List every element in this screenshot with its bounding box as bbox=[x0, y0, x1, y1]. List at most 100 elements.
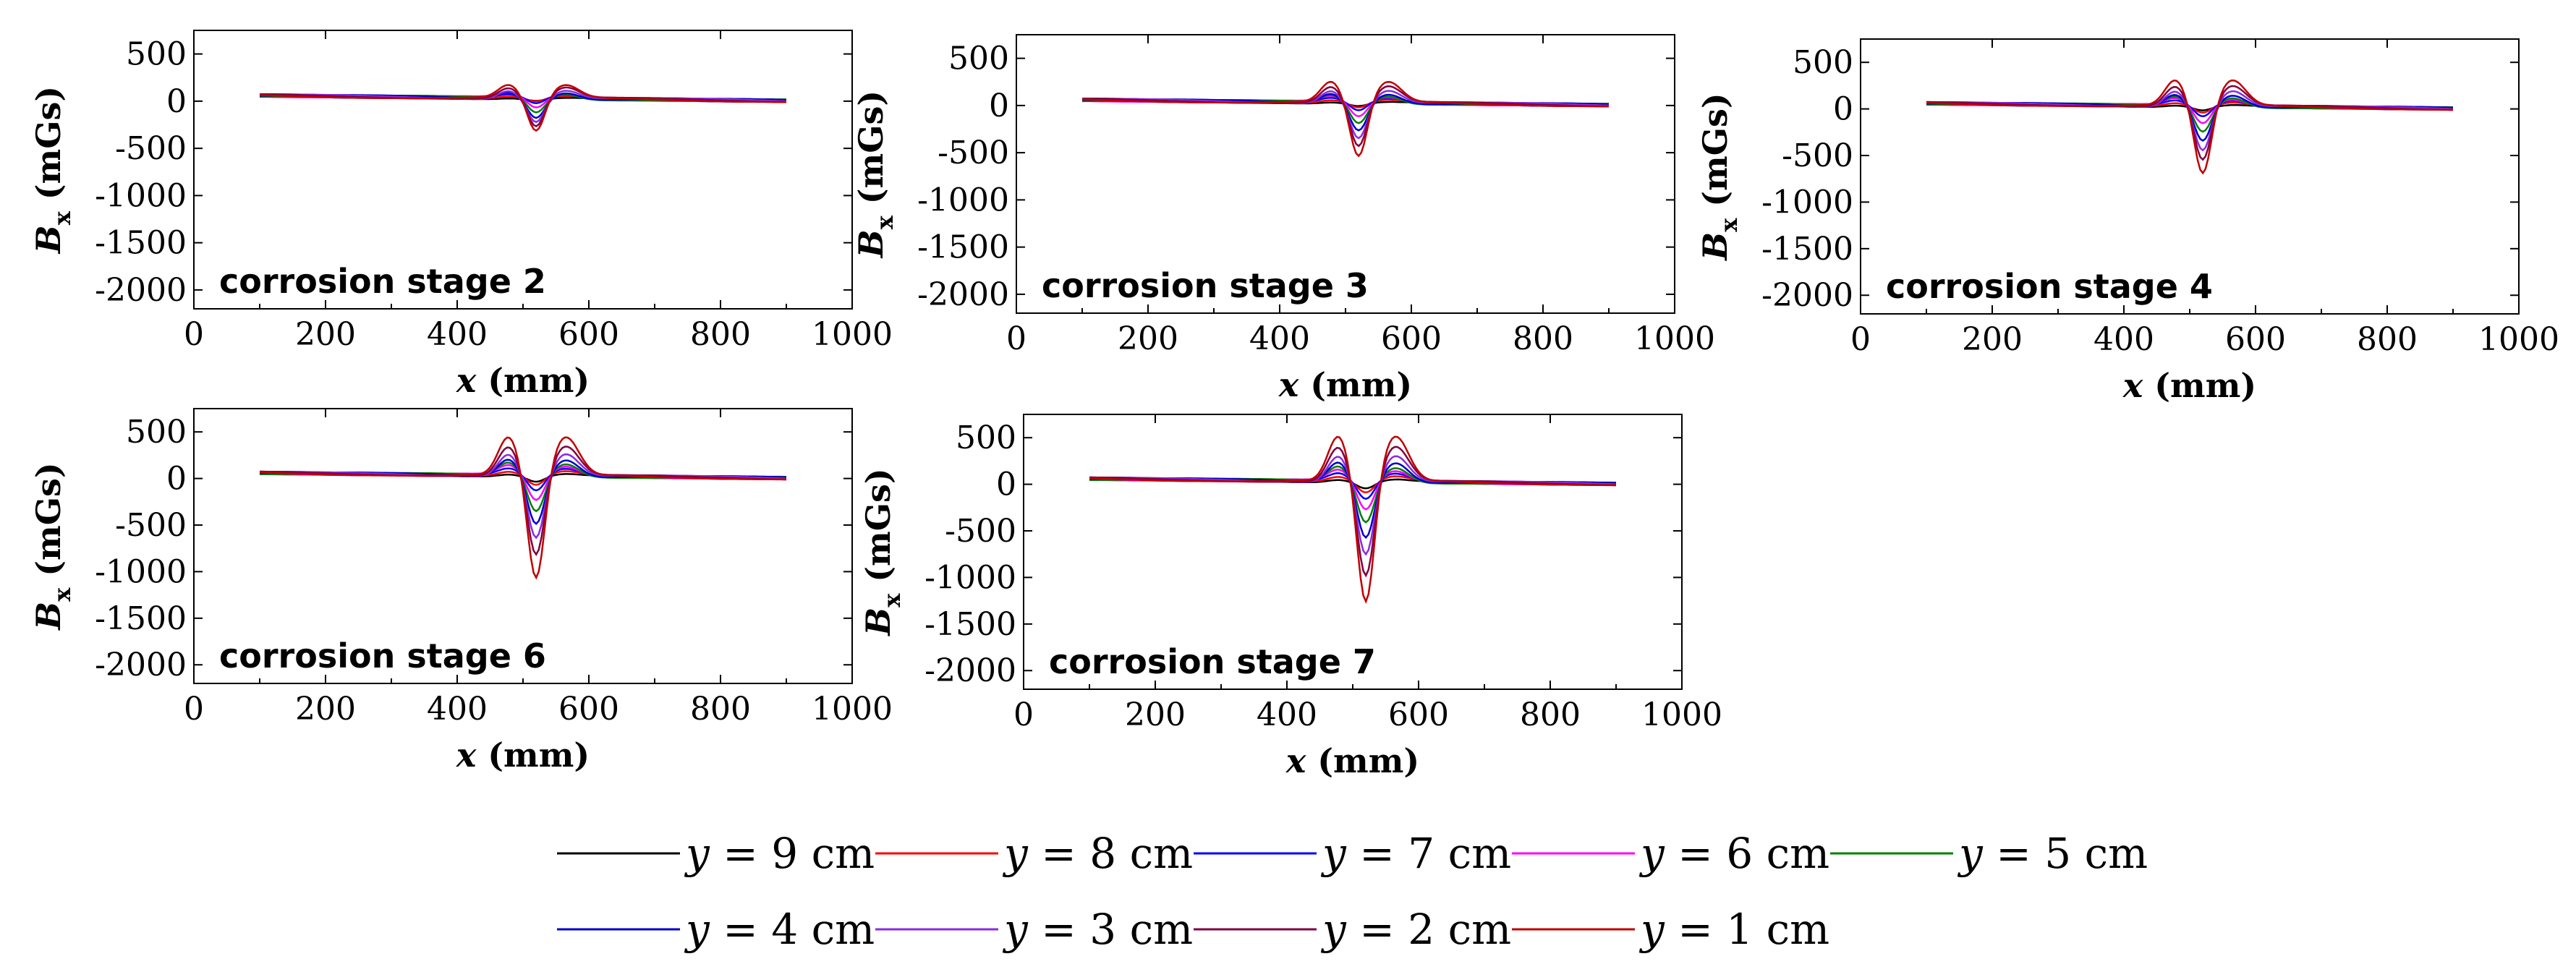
chart-panel-2: 0 200 400 600 800 1000 500 0 -500 -1000 -1500 -2000… bbox=[851, 34, 1715, 404]
x-tick-label: 1000 bbox=[812, 316, 893, 353]
stage-annotation: corrosion stage 4 bbox=[1886, 267, 2213, 306]
series-line-1cm bbox=[1089, 435, 1617, 604]
x-tick-label: 400 bbox=[427, 691, 488, 728]
y-tick-label: -500 bbox=[115, 130, 187, 167]
series-line-2cm bbox=[1926, 85, 2454, 161]
stage-annotation: corrosion stage 6 bbox=[219, 636, 546, 675]
y-tick-label: 0 bbox=[166, 83, 187, 120]
x-tick-label: 1000 bbox=[2478, 321, 2559, 358]
series-line-1cm bbox=[1926, 79, 2454, 175]
y-tick-label: -2000 bbox=[95, 647, 187, 683]
legend-label: y = 9 cm bbox=[684, 829, 875, 878]
legend-label: y = 7 cm bbox=[1320, 829, 1511, 878]
x-tick-label: 1000 bbox=[1634, 320, 1715, 357]
legend: y = 9 cm y = 8 cm y = 7 cm y = 6 cm y = 5 cm… bbox=[557, 829, 2148, 954]
x-tick-label: 1000 bbox=[1641, 696, 1722, 733]
y-tick-label: 0 bbox=[996, 466, 1016, 503]
x-tick-label: 0 bbox=[184, 316, 204, 353]
legend-item: y = 3 cm bbox=[875, 905, 1193, 954]
x-tick-label: 400 bbox=[1257, 696, 1317, 733]
legend-item: y = 9 cm bbox=[557, 829, 875, 878]
legend-label: y = 1 cm bbox=[1638, 905, 1829, 954]
y-axis-label: Bx (mGs) bbox=[851, 90, 898, 259]
x-tick-label: 600 bbox=[1381, 320, 1442, 357]
legend-item: y = 6 cm bbox=[1512, 829, 1829, 878]
y-tick-label: -500 bbox=[115, 507, 187, 544]
legend-item: y = 4 cm bbox=[557, 905, 875, 954]
series-line-2cm bbox=[1089, 446, 1617, 578]
chart-panel-1: 0 200 400 600 800 1000 500 0 -500 -1000 -1500 -2000… bbox=[29, 30, 893, 400]
x-tick-label: 600 bbox=[2225, 321, 2286, 358]
y-axis-label: Bx (mGs) bbox=[29, 462, 76, 631]
legend-label: y = 3 cm bbox=[1002, 905, 1193, 954]
series-line-1cm bbox=[1081, 80, 1609, 158]
y-tick-label: -1500 bbox=[1761, 231, 1853, 268]
y-tick-label: 500 bbox=[126, 36, 187, 73]
y-tick-label: 500 bbox=[948, 40, 1009, 77]
y-tick-label: -2000 bbox=[924, 652, 1016, 689]
legend-item: y = 1 cm bbox=[1512, 905, 1829, 954]
x-tick-label: 200 bbox=[1125, 696, 1186, 733]
y-tick-label: -1000 bbox=[917, 182, 1009, 218]
y-tick-label: -2000 bbox=[917, 276, 1009, 313]
chart-panel-4: 0 200 400 600 800 1000 500 0 -500 -1000 -1500 -2000… bbox=[29, 408, 893, 775]
x-axis-label: x (mm) bbox=[456, 736, 590, 775]
y-axis-label: Bx (mGs) bbox=[859, 468, 906, 636]
x-tick-label: 400 bbox=[1249, 320, 1310, 357]
y-tick-label: -500 bbox=[1782, 137, 1853, 174]
x-tick-label: 0 bbox=[184, 691, 204, 728]
x-axis-label: x (mm) bbox=[456, 361, 590, 400]
y-tick-label: 500 bbox=[956, 419, 1016, 456]
y-tick-label: 0 bbox=[1833, 91, 1853, 128]
series-line-1cm bbox=[259, 436, 787, 580]
x-tick-label: 400 bbox=[2093, 321, 2154, 358]
x-axis-label: x (mm) bbox=[2122, 366, 2256, 405]
legend-label: y = 8 cm bbox=[1002, 829, 1193, 878]
legend-item: y = 2 cm bbox=[1194, 905, 1511, 954]
series-line-2cm bbox=[259, 446, 787, 556]
y-tick-label: -500 bbox=[945, 513, 1016, 550]
series-line-2cm bbox=[1082, 85, 1609, 148]
legend-label: y = 6 cm bbox=[1638, 829, 1829, 878]
x-tick-label: 600 bbox=[558, 316, 619, 353]
y-tick-label: 0 bbox=[989, 88, 1009, 124]
series-line-1cm bbox=[259, 84, 786, 132]
x-tick-label: 600 bbox=[1388, 696, 1449, 733]
x-tick-label: 200 bbox=[1118, 320, 1178, 357]
legend-label: y = 5 cm bbox=[1957, 829, 2148, 878]
x-tick-label: 800 bbox=[1520, 696, 1581, 733]
x-tick-label: 0 bbox=[1006, 320, 1026, 357]
y-tick-label: -2000 bbox=[1761, 277, 1853, 314]
y-tick-label: -1000 bbox=[924, 559, 1016, 596]
x-tick-label: 200 bbox=[295, 316, 356, 353]
x-tick-label: 800 bbox=[2357, 321, 2418, 358]
y-tick-label: -1000 bbox=[1761, 184, 1853, 221]
x-tick-label: 800 bbox=[1513, 320, 1573, 357]
stage-annotation: corrosion stage 7 bbox=[1049, 642, 1376, 681]
x-tick-label: 0 bbox=[1013, 696, 1034, 733]
x-tick-label: 200 bbox=[1962, 321, 2023, 358]
y-tick-label: -1500 bbox=[95, 600, 187, 637]
y-axis-label: Bx (mGs) bbox=[29, 86, 76, 255]
y-tick-label: -500 bbox=[938, 135, 1009, 171]
y-tick-label: -2000 bbox=[95, 272, 187, 309]
y-axis-label: Bx (mGs) bbox=[1696, 93, 1743, 261]
y-tick-label: -1000 bbox=[95, 177, 187, 214]
y-tick-label: -1500 bbox=[95, 225, 187, 262]
x-tick-label: 800 bbox=[690, 691, 751, 728]
chart-panel-3: 0 200 400 600 800 1000 500 0 -500 -1000 -1500 -2000… bbox=[1696, 38, 2559, 405]
x-tick-label: 1000 bbox=[812, 691, 893, 728]
series-line-2cm bbox=[260, 86, 786, 127]
chart-panel-5: 0 200 400 600 800 1000 500 0 -500 -1000 -1500 -2000… bbox=[859, 414, 1722, 780]
y-tick-label: -1500 bbox=[924, 606, 1016, 643]
stage-annotation: corrosion stage 2 bbox=[219, 262, 546, 301]
y-tick-label: -1000 bbox=[95, 553, 187, 590]
x-axis-label: x (mm) bbox=[1285, 741, 1419, 780]
y-tick-label: -1500 bbox=[917, 229, 1009, 266]
legend-label: y = 4 cm bbox=[684, 905, 875, 954]
x-tick-label: 200 bbox=[295, 691, 356, 728]
legend-item: y = 7 cm bbox=[1194, 829, 1511, 878]
x-tick-label: 800 bbox=[690, 316, 751, 353]
x-tick-label: 0 bbox=[1850, 321, 1871, 358]
